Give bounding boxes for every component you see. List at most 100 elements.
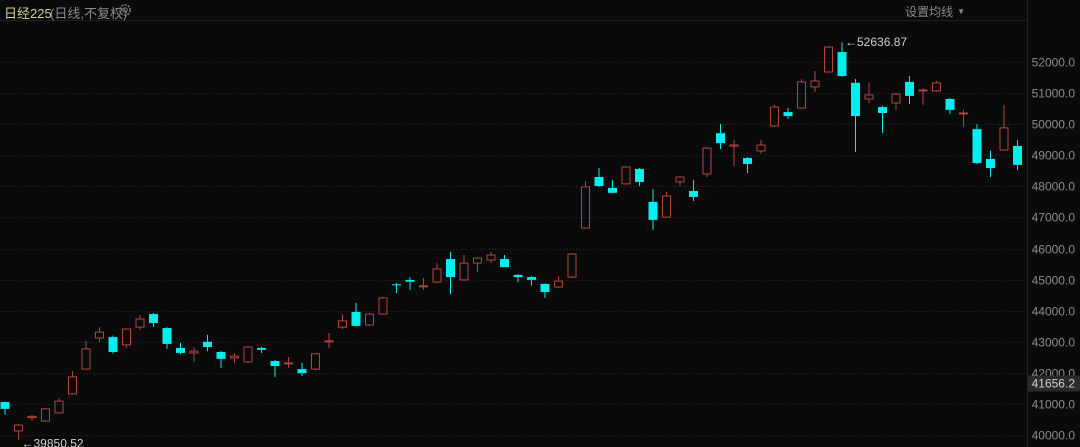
candle-body-up [999, 127, 1009, 151]
candle-body-down [216, 352, 226, 359]
max-price-annotation: ←52636.87 [845, 35, 907, 49]
chart-title: 日经225 [4, 6, 52, 21]
candle-body-down [108, 337, 118, 353]
candle-body-down [446, 259, 455, 278]
candle-body-down [986, 158, 995, 168]
candle-body-up [14, 424, 23, 432]
y-tick-label: 47000.0 [1032, 211, 1076, 225]
y-tick-label: 46000.0 [1032, 243, 1076, 257]
candle-body-down [648, 201, 658, 220]
gear-icon[interactable] [118, 3, 132, 17]
current-price-label: 41656.2 [1032, 377, 1076, 391]
candle-body-up [675, 176, 685, 183]
candle-body-up [41, 408, 50, 422]
candle-body-up [95, 331, 104, 339]
candle-body-up [891, 93, 901, 104]
candle-body-up [243, 346, 253, 363]
candle-body-up [810, 80, 820, 88]
candle-body-down [851, 82, 860, 117]
candle-body-down [162, 328, 172, 344]
candle-body-up [230, 355, 239, 359]
candle-body-up [338, 320, 347, 328]
candle-body-down [945, 98, 955, 110]
candle-body-up [662, 195, 671, 218]
candle-body-down [878, 107, 887, 113]
candle-body-up [68, 376, 77, 395]
candle-body-up [324, 340, 334, 343]
y-tick-label: 51000.0 [1032, 87, 1076, 101]
candle-body-down [203, 341, 212, 348]
price-axis [1027, 0, 1080, 447]
candle-body-down [540, 283, 550, 293]
candle-body-up [918, 89, 928, 92]
y-tick-label: 43000.0 [1032, 336, 1076, 350]
chart-subtitle: (日线,不复权) [50, 6, 128, 21]
candle-body-down [513, 274, 523, 278]
candle-body-up [581, 186, 590, 229]
candle-body-up [824, 46, 833, 73]
candle-body-up [27, 415, 37, 419]
candle-body-up [189, 350, 199, 354]
candle-body-down [149, 314, 158, 324]
candle-body-up [135, 318, 145, 328]
candle-body-down [351, 311, 361, 326]
candle-body-down [783, 112, 793, 117]
y-tick-label: 44000.0 [1032, 305, 1076, 319]
candle-body-up [729, 144, 739, 147]
current-price-badge [1028, 375, 1080, 392]
candle-body-down [972, 129, 982, 164]
candle-body-up [959, 112, 968, 115]
candle-body-up [486, 254, 496, 261]
candle-body-down [608, 187, 617, 193]
candle-body-up [756, 144, 766, 152]
candle-body-up [419, 285, 428, 288]
candle-body-down [594, 177, 604, 187]
min-price-annotation: ←39850.52 [22, 437, 84, 447]
ma-button-label: 设置均线 [905, 5, 954, 19]
candle-body-down [257, 347, 266, 350]
candle-body-down [905, 81, 914, 96]
candle-body-up [621, 166, 631, 185]
candle-body-down [635, 168, 644, 182]
candle-body-up [702, 147, 712, 175]
candle-body-up [432, 268, 442, 283]
y-tick-label: 52000.0 [1032, 56, 1076, 70]
y-tick-label: 49000.0 [1032, 149, 1076, 163]
y-tick-label: 41000.0 [1032, 398, 1076, 412]
candle-body-down [1013, 145, 1022, 165]
candle-body-down [270, 361, 280, 366]
candle-body-up [932, 82, 941, 92]
caret-down-icon: ▼ [957, 7, 965, 16]
candle-body-up [311, 353, 320, 370]
candle-body-down [392, 284, 401, 286]
candle-body-up [567, 253, 577, 278]
y-tick-label: 48000.0 [1032, 180, 1076, 194]
candle-body-up [365, 313, 374, 326]
y-tick-label: 40000.0 [1032, 429, 1076, 443]
candle-body-down [689, 190, 698, 197]
candle-body-up [770, 106, 779, 127]
y-tick-label: 50000.0 [1032, 118, 1076, 132]
candle-body-down [405, 279, 415, 282]
candle-body-up [81, 348, 91, 370]
candle-body-up [864, 94, 874, 100]
candle-body-up [122, 328, 131, 346]
candle-body-down [716, 133, 725, 144]
candle-body-down [527, 277, 536, 280]
y-tick-label: 45000.0 [1032, 274, 1076, 288]
candle-body-down [176, 347, 185, 353]
set-moving-average-button[interactable]: 设置均线 ▼ [905, 3, 965, 20]
candle-body-up [473, 257, 482, 264]
candle-body-down [837, 52, 847, 76]
chart-header: 日经225 (日线,不复权) 设置均线 ▼ [0, 0, 1027, 21]
candle-body-up [554, 280, 563, 288]
candle-body-down [743, 158, 752, 164]
candle-body-up [797, 81, 806, 109]
candle-body-up [284, 362, 293, 365]
candle-body-down [500, 259, 509, 268]
candle-body-up [378, 297, 388, 315]
candle-body-down [0, 402, 10, 409]
candle-body-down [297, 369, 307, 374]
candle-body-up [54, 400, 64, 414]
